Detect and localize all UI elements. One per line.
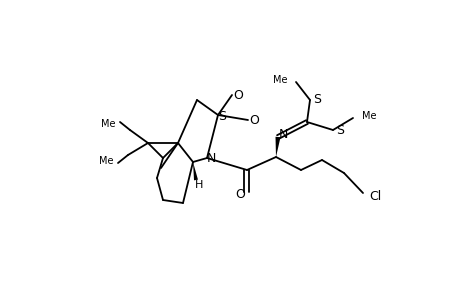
Text: Me: Me <box>99 156 114 166</box>
Text: O: O <box>233 88 242 101</box>
Text: Me: Me <box>101 119 116 129</box>
Text: N: N <box>278 128 287 142</box>
Text: N: N <box>206 152 215 166</box>
Text: S: S <box>335 124 343 137</box>
Text: Me: Me <box>361 111 375 121</box>
Polygon shape <box>193 162 197 180</box>
Text: Me: Me <box>273 75 287 85</box>
Text: Cl: Cl <box>368 190 381 202</box>
Text: S: S <box>312 92 320 106</box>
Text: S: S <box>218 110 225 122</box>
Text: O: O <box>248 115 258 128</box>
Text: H: H <box>195 180 203 190</box>
Text: O: O <box>235 188 244 202</box>
Polygon shape <box>275 137 280 157</box>
